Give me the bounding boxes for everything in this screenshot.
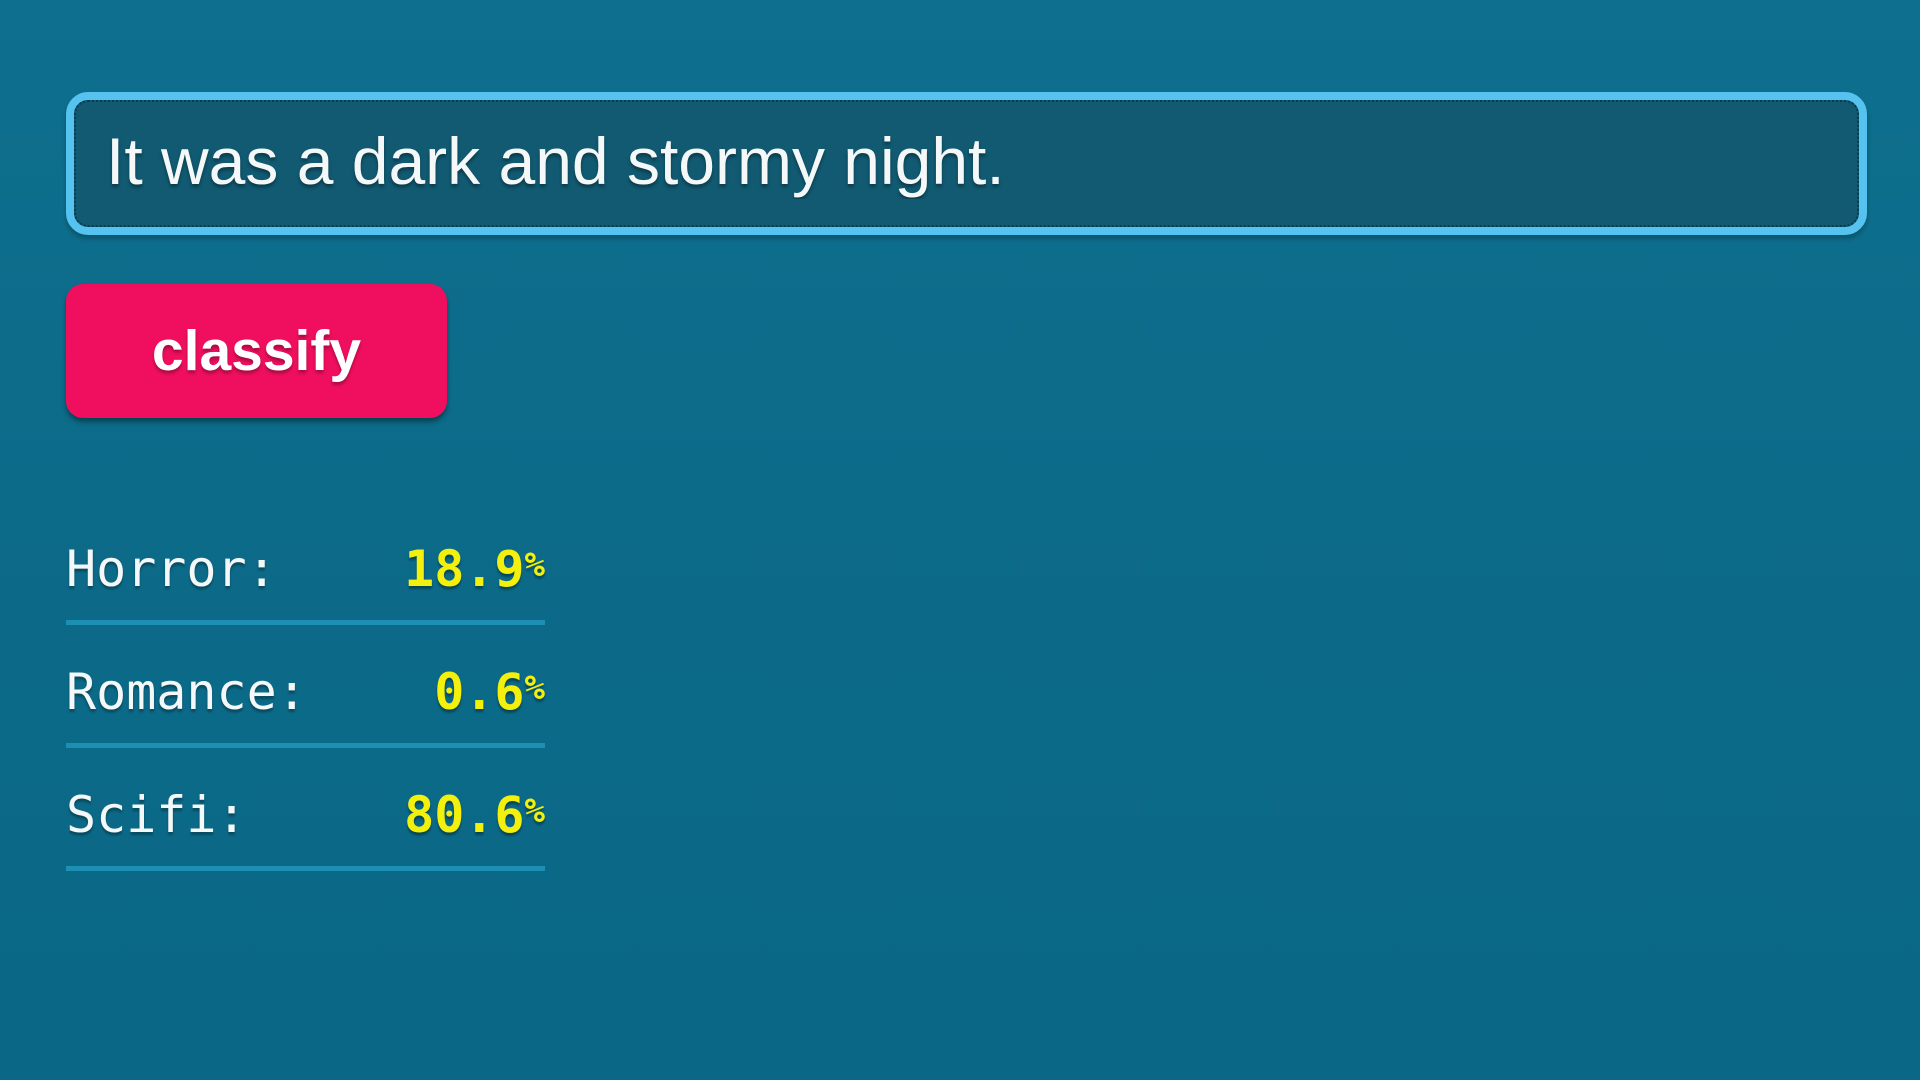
result-value: 0.6% <box>434 659 545 721</box>
result-value-number: 0.6 <box>434 663 525 721</box>
classifier-app: classify Horror: 18.9% Romance: 0.6% Sci… <box>66 92 1867 871</box>
result-row: Horror: 18.9% <box>66 536 545 625</box>
results-table: Horror: 18.9% Romance: 0.6% Scifi: 80.6% <box>66 536 545 871</box>
result-label: Romance: <box>66 663 307 721</box>
result-label: Scifi: <box>66 786 247 844</box>
percent-sign: % <box>524 545 545 585</box>
result-row: Scifi: 80.6% <box>66 748 545 871</box>
percent-sign: % <box>524 791 545 831</box>
sentence-input[interactable] <box>66 92 1867 235</box>
result-value-number: 80.6 <box>404 786 525 844</box>
result-row: Romance: 0.6% <box>66 625 545 748</box>
result-value: 80.6% <box>404 782 545 844</box>
result-label: Horror: <box>66 540 277 598</box>
percent-sign: % <box>524 668 545 708</box>
result-value: 18.9% <box>404 536 545 598</box>
result-value-number: 18.9 <box>404 540 525 598</box>
classify-button[interactable]: classify <box>66 284 447 418</box>
